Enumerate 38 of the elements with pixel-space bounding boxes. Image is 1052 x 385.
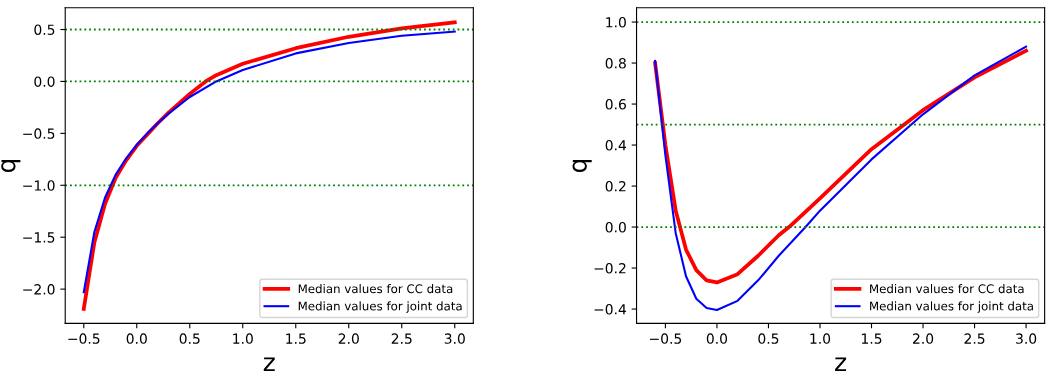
y-tick-label: −1.5 bbox=[23, 232, 55, 243]
x-tick-label: 3.0 bbox=[1016, 333, 1037, 344]
x-tick-label: 3.0 bbox=[444, 333, 465, 344]
x-tick-label: 0.5 bbox=[758, 333, 779, 344]
y-tick-label: −0.2 bbox=[594, 263, 626, 274]
x-tick-label: 1.5 bbox=[286, 333, 306, 344]
x-tick-label: 0.0 bbox=[126, 333, 147, 344]
y-tick-label: 0.2 bbox=[605, 181, 626, 192]
y-tick-label: 0.4 bbox=[605, 140, 627, 151]
x-tick-label: 0.5 bbox=[179, 333, 200, 344]
y-tick-label: 0.8 bbox=[605, 58, 626, 69]
y-axis-title: q bbox=[572, 159, 592, 173]
y-tick-label: 0.5 bbox=[34, 24, 55, 35]
y-tick-label: 0.6 bbox=[605, 99, 626, 110]
y-axis-title: q bbox=[1, 159, 21, 173]
x-tick-label: 2.0 bbox=[913, 333, 934, 344]
y-tick-label: 0.0 bbox=[605, 222, 626, 233]
legend-label: Median values for CC data bbox=[870, 284, 1024, 294]
x-tick-label: 1.0 bbox=[233, 333, 253, 344]
y-tick-label: −0.4 bbox=[594, 304, 627, 315]
x-tick-label: −0.5 bbox=[68, 333, 100, 344]
y-tick-label: 0.0 bbox=[34, 76, 55, 87]
legend-label: Median values for joint data bbox=[298, 301, 462, 313]
x-tick-label: 2.5 bbox=[964, 333, 985, 344]
x-tick-label: 2.0 bbox=[338, 333, 359, 344]
y-tick-label: −0.5 bbox=[23, 128, 55, 139]
x-tick-label: −0.5 bbox=[650, 333, 682, 344]
x-tick-label: 2.5 bbox=[391, 333, 412, 344]
y-tick-label: −2.0 bbox=[23, 284, 55, 295]
y-tick-label: −1.0 bbox=[23, 180, 55, 191]
x-tick-label: 0.0 bbox=[706, 333, 728, 344]
legend-label: Median values for joint data bbox=[870, 301, 1033, 313]
x-axis-title: z bbox=[263, 357, 275, 372]
y-tick-label: 1.0 bbox=[606, 17, 626, 28]
legend-label: Median values for CC data bbox=[298, 284, 453, 294]
x-tick-label: 1.5 bbox=[861, 333, 882, 344]
x-tick-label: 1.0 bbox=[810, 333, 831, 344]
x-axis-title: z bbox=[835, 357, 847, 372]
